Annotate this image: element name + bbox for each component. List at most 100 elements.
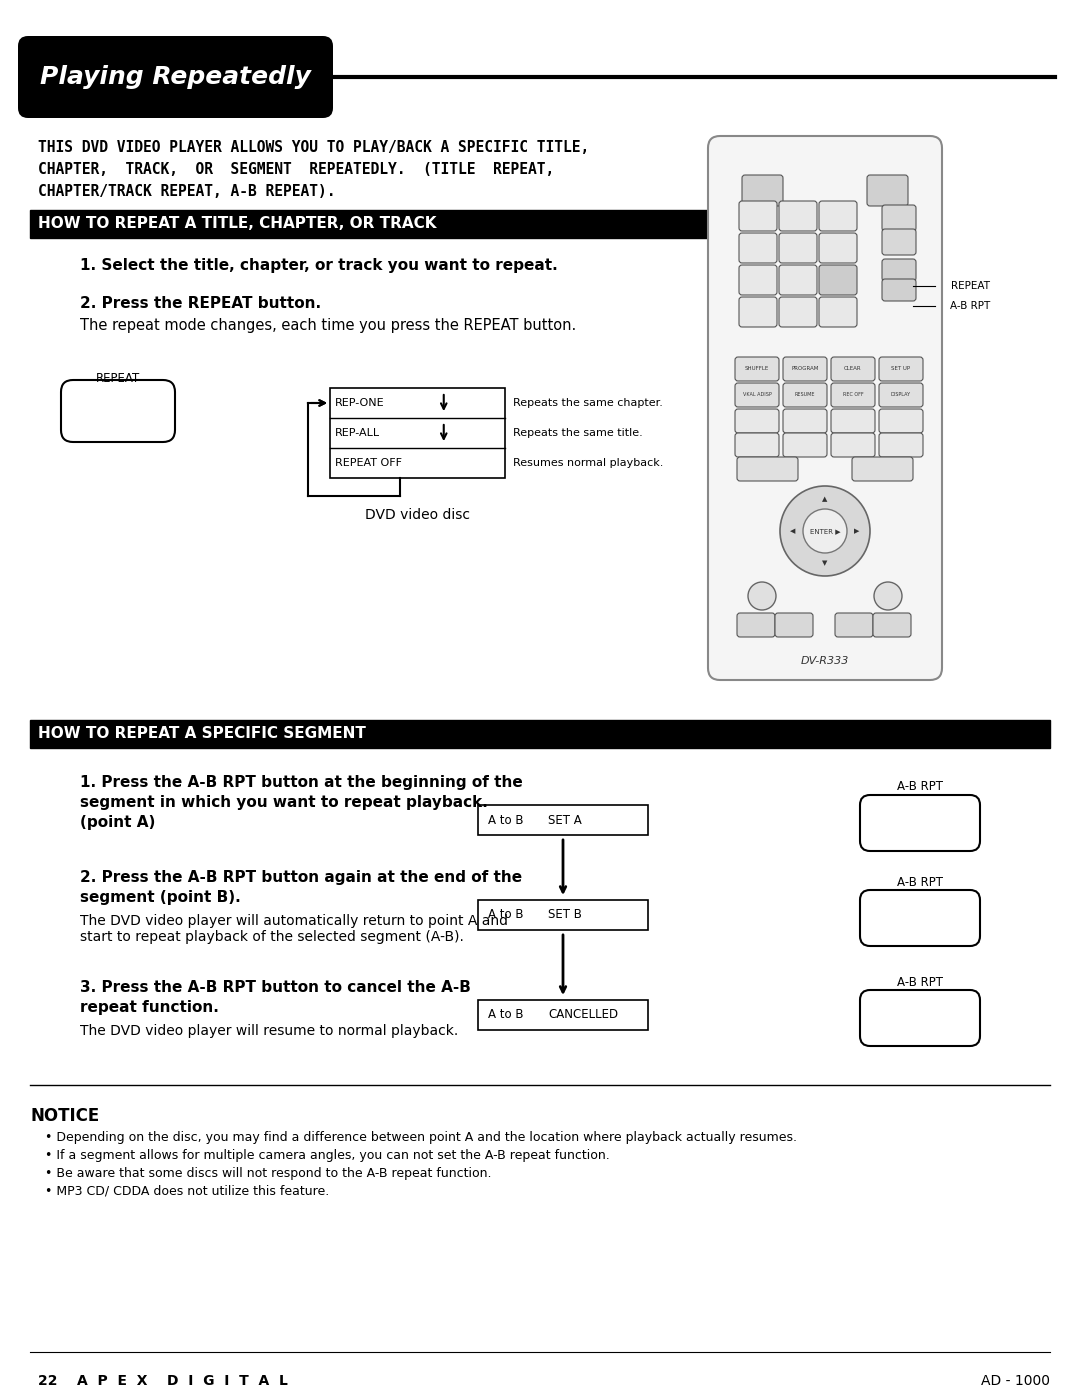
FancyBboxPatch shape xyxy=(737,457,798,481)
FancyBboxPatch shape xyxy=(18,36,333,117)
Text: A to B: A to B xyxy=(488,908,524,922)
FancyBboxPatch shape xyxy=(783,433,827,457)
Text: • If a segment allows for multiple camera angles, you can not set the A-B repeat: • If a segment allows for multiple camer… xyxy=(45,1148,610,1162)
Text: SHUFFLE: SHUFFLE xyxy=(745,366,769,372)
Text: ENTER ▶: ENTER ▶ xyxy=(810,528,840,534)
Text: REC OFF: REC OFF xyxy=(842,393,863,398)
Circle shape xyxy=(748,583,777,610)
FancyBboxPatch shape xyxy=(819,298,858,327)
FancyBboxPatch shape xyxy=(779,201,816,231)
Bar xyxy=(478,1000,648,1030)
FancyBboxPatch shape xyxy=(860,990,980,1046)
FancyBboxPatch shape xyxy=(783,409,827,433)
Bar xyxy=(478,900,648,930)
Bar xyxy=(478,805,648,835)
Text: repeat function.: repeat function. xyxy=(80,1000,219,1016)
Text: CHAPTER/TRACK REPEAT, A-B REPEAT).: CHAPTER/TRACK REPEAT, A-B REPEAT). xyxy=(38,184,336,198)
Text: segment in which you want to repeat playback.: segment in which you want to repeat play… xyxy=(80,795,488,810)
FancyBboxPatch shape xyxy=(879,433,923,457)
Text: NOTICE: NOTICE xyxy=(30,1106,99,1125)
FancyBboxPatch shape xyxy=(737,613,775,637)
Text: CANCELLED: CANCELLED xyxy=(548,1009,618,1021)
FancyBboxPatch shape xyxy=(783,383,827,407)
Text: • Depending on the disc, you may find a difference between point A and the locat: • Depending on the disc, you may find a … xyxy=(45,1132,797,1144)
Text: VKAL ADISP: VKAL ADISP xyxy=(743,393,771,398)
FancyBboxPatch shape xyxy=(831,383,875,407)
FancyBboxPatch shape xyxy=(867,175,908,205)
Text: ◀: ◀ xyxy=(791,528,796,534)
Text: Repeats the same chapter.: Repeats the same chapter. xyxy=(513,398,663,408)
FancyBboxPatch shape xyxy=(873,613,912,637)
Text: 1. Press the A-B RPT button at the beginning of the: 1. Press the A-B RPT button at the begin… xyxy=(80,775,523,789)
FancyBboxPatch shape xyxy=(775,613,813,637)
FancyBboxPatch shape xyxy=(708,136,942,680)
FancyBboxPatch shape xyxy=(860,890,980,946)
FancyBboxPatch shape xyxy=(735,358,779,381)
FancyBboxPatch shape xyxy=(882,258,916,281)
Text: 2. Press the A-B RPT button again at the end of the: 2. Press the A-B RPT button again at the… xyxy=(80,870,522,886)
Text: PROGRAM: PROGRAM xyxy=(792,366,819,372)
Text: segment (point B).: segment (point B). xyxy=(80,890,241,905)
FancyBboxPatch shape xyxy=(819,201,858,231)
Text: REP-ALL: REP-ALL xyxy=(335,427,380,439)
Text: CHAPTER,  TRACK,  OR  SEGMENT  REPEATEDLY.  (TITLE  REPEAT,: CHAPTER, TRACK, OR SEGMENT REPEATEDLY. (… xyxy=(38,162,554,177)
Text: • Be aware that some discs will not respond to the A-B repeat function.: • Be aware that some discs will not resp… xyxy=(45,1166,491,1180)
FancyBboxPatch shape xyxy=(879,383,923,407)
Text: SET A: SET A xyxy=(548,813,582,827)
FancyBboxPatch shape xyxy=(739,298,777,327)
FancyBboxPatch shape xyxy=(882,279,916,300)
Text: Playing Repeatedly: Playing Repeatedly xyxy=(40,66,310,89)
FancyBboxPatch shape xyxy=(879,358,923,381)
Text: REP-ONE: REP-ONE xyxy=(335,398,384,408)
FancyBboxPatch shape xyxy=(852,457,913,481)
FancyBboxPatch shape xyxy=(831,358,875,381)
Text: AD - 1000: AD - 1000 xyxy=(981,1375,1050,1389)
Text: start to repeat playback of the selected segment (A-B).: start to repeat playback of the selected… xyxy=(80,930,464,944)
Text: REPEAT OFF: REPEAT OFF xyxy=(335,458,402,468)
FancyBboxPatch shape xyxy=(831,409,875,433)
Bar xyxy=(30,719,1050,747)
Text: CLEAR: CLEAR xyxy=(845,366,862,372)
FancyBboxPatch shape xyxy=(819,265,858,295)
Text: REPEAT: REPEAT xyxy=(96,372,140,384)
FancyBboxPatch shape xyxy=(882,229,916,256)
FancyBboxPatch shape xyxy=(835,613,873,637)
FancyBboxPatch shape xyxy=(831,433,875,457)
Text: 3. Press the A-B RPT button to cancel the A-B: 3. Press the A-B RPT button to cancel th… xyxy=(80,981,471,995)
Text: The DVD video player will automatically return to point A and: The DVD video player will automatically … xyxy=(80,914,508,928)
FancyBboxPatch shape xyxy=(779,298,816,327)
Text: HOW TO REPEAT A TITLE, CHAPTER, OR TRACK: HOW TO REPEAT A TITLE, CHAPTER, OR TRACK xyxy=(38,217,436,232)
Text: THIS DVD VIDEO PLAYER ALLOWS YOU TO PLAY/BACK A SPECIFIC TITLE,: THIS DVD VIDEO PLAYER ALLOWS YOU TO PLAY… xyxy=(38,140,590,155)
FancyBboxPatch shape xyxy=(783,358,827,381)
Text: (point A): (point A) xyxy=(80,814,156,830)
Text: SET UP: SET UP xyxy=(891,366,910,372)
Text: A-B RPT: A-B RPT xyxy=(949,300,990,312)
Text: The repeat mode changes, each time you press the REPEAT button.: The repeat mode changes, each time you p… xyxy=(80,319,577,332)
FancyBboxPatch shape xyxy=(739,201,777,231)
Text: SET B: SET B xyxy=(548,908,582,922)
Text: ▼: ▼ xyxy=(822,560,827,566)
Text: • MP3 CD/ CDDA does not utilize this feature.: • MP3 CD/ CDDA does not utilize this fea… xyxy=(45,1185,329,1199)
Bar xyxy=(30,210,710,237)
FancyBboxPatch shape xyxy=(879,409,923,433)
FancyBboxPatch shape xyxy=(735,409,779,433)
FancyBboxPatch shape xyxy=(735,383,779,407)
Circle shape xyxy=(780,486,870,576)
Text: Repeats the same title.: Repeats the same title. xyxy=(513,427,643,439)
Text: A-B RPT: A-B RPT xyxy=(897,876,943,888)
FancyBboxPatch shape xyxy=(819,233,858,263)
Text: ▶: ▶ xyxy=(854,528,860,534)
Text: Resumes normal playback.: Resumes normal playback. xyxy=(513,458,663,468)
Text: DV-R333: DV-R333 xyxy=(800,657,849,666)
FancyBboxPatch shape xyxy=(735,433,779,457)
Bar xyxy=(330,388,505,478)
FancyBboxPatch shape xyxy=(860,795,980,851)
Text: A-B RPT: A-B RPT xyxy=(897,975,943,989)
FancyBboxPatch shape xyxy=(739,265,777,295)
Text: DVD video disc: DVD video disc xyxy=(365,509,470,522)
Text: The DVD video player will resume to normal playback.: The DVD video player will resume to norm… xyxy=(80,1024,458,1038)
Text: 2. Press the REPEAT button.: 2. Press the REPEAT button. xyxy=(80,296,321,312)
Text: RESUME: RESUME xyxy=(795,393,815,398)
FancyBboxPatch shape xyxy=(742,175,783,205)
Text: A-B RPT: A-B RPT xyxy=(897,781,943,793)
